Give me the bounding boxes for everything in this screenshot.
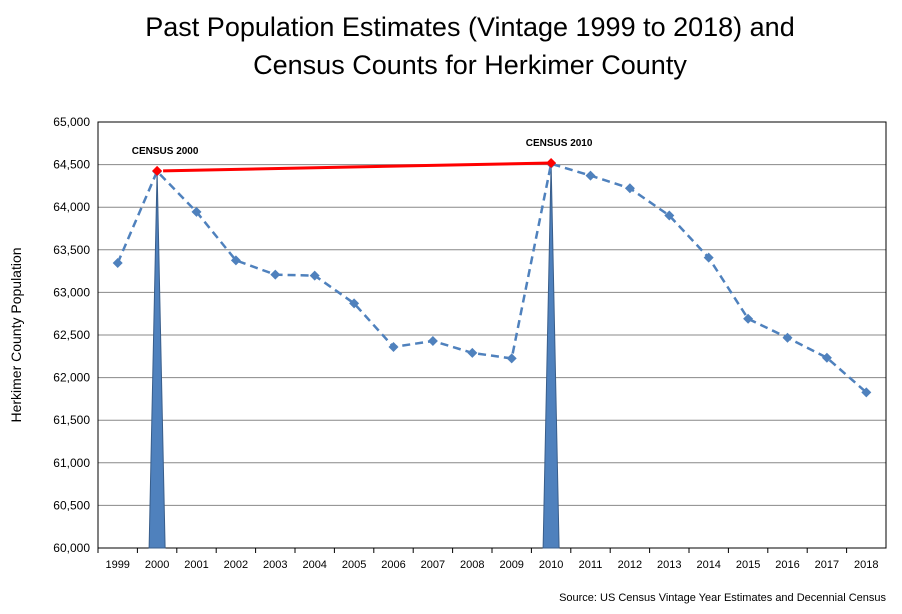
estimate-marker-2005 [349,298,360,309]
chart-title-line-2: Census Counts for Herkimer County [253,50,687,80]
x-tick-label: 2005 [342,559,366,571]
y-tick-label: 65,000 [53,115,90,129]
estimate-marker-2006 [388,342,399,353]
y-tick-label: 64,500 [53,158,90,172]
estimate-marker-2016 [782,332,793,343]
x-tick-label: 2008 [460,559,484,571]
estimate-marker-2008 [467,347,478,358]
source-note: Source: US Census Vintage Year Estimates… [559,592,886,604]
y-tick-label: 62,500 [53,328,90,342]
census-marker-2010 [546,157,557,168]
x-tick-label: 2001 [184,559,208,571]
chart-title-line-1: Past Population Estimates (Vintage 1999 … [145,12,795,42]
annotation-2010: CENSUS 2010 [526,138,593,149]
x-tick-label: 2011 [579,559,603,571]
estimate-marker-2013 [664,210,675,221]
estimate-line [116,162,868,394]
census-line [163,161,552,173]
x-tick-label: 1999 [105,559,129,571]
estimate-marker-2012 [624,183,635,194]
x-tick-label: 2014 [696,559,720,571]
y-tick-label: 60,500 [53,498,90,512]
x-tick-label: 2004 [302,559,326,571]
x-tick-label: 2018 [854,559,878,571]
x-tick-label: 2012 [618,559,642,571]
y-tick-label: 63,000 [53,285,90,299]
census-spike-2000 [148,170,166,549]
estimate-marker-2002 [230,255,241,266]
x-tick-label: 2002 [224,559,248,571]
estimate-marker-2007 [427,335,438,346]
census-marker-2000 [152,165,163,176]
estimate-marker-2004 [309,270,320,281]
x-tick-label: 2016 [775,559,799,571]
y-tick-label: 64,000 [53,200,90,214]
estimate-marker-1999 [112,258,123,269]
x-tick-label: 2013 [657,559,681,571]
estimate-marker-2011 [585,170,596,181]
y-tick-label: 60,000 [53,541,90,555]
estimate-marker-2015 [743,313,754,324]
estimate-marker-2014 [703,252,714,263]
x-tick-label: 2003 [263,559,287,571]
estimate-marker-2003 [270,269,281,280]
x-tick-label: 2009 [499,559,523,571]
estimate-marker-2018 [861,387,872,398]
annotation-2000: CENSUS 2000 [132,146,199,157]
x-tick-label: 2015 [736,559,760,571]
estimate-marker-2001 [191,206,202,217]
estimate-marker-2017 [821,352,832,363]
y-tick-label: 61,500 [53,413,90,427]
x-tick-label: 2000 [145,559,169,571]
census-spike-2010 [542,162,560,549]
y-tick-label: 62,000 [53,371,90,385]
y-tick-label: 63,500 [53,243,90,257]
y-tick-label: 61,000 [53,456,90,470]
x-tick-label: 2007 [421,559,445,571]
y-axis-label: Herkimer County Population [8,247,24,422]
x-tick-label: 2017 [815,559,839,571]
estimate-marker-2009 [506,353,517,364]
x-tick-label: 2010 [539,559,563,571]
x-tick-label: 2006 [381,559,405,571]
